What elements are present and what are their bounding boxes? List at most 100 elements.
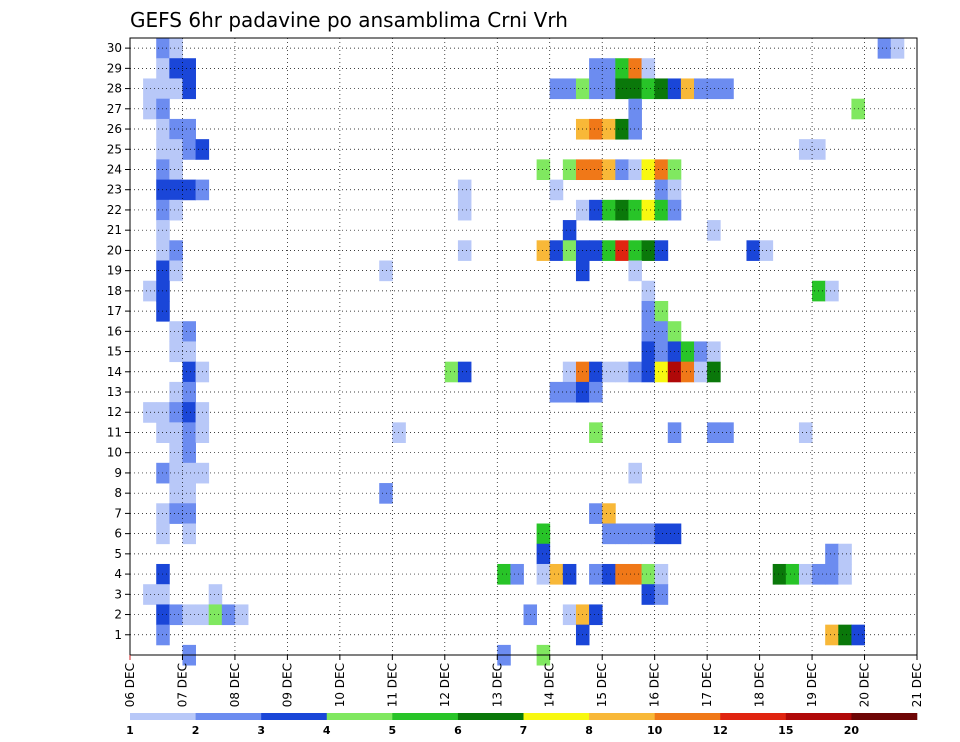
heatmap-cell (221, 604, 236, 626)
heatmap-cell (536, 563, 551, 585)
heatmap-cell (549, 78, 564, 100)
heatmap-cell (641, 300, 656, 322)
heatmap-cell (169, 321, 183, 342)
colorbar-label: 8 (585, 724, 593, 737)
heatmap-cell (838, 624, 852, 646)
heatmap-cell (457, 240, 472, 261)
heatmap-cell (169, 442, 183, 464)
heatmap-cell (169, 381, 183, 403)
heatmap-cell (720, 422, 734, 443)
heatmap-cell (169, 260, 183, 282)
heatmap-cell (182, 523, 196, 545)
heatmap-cell (602, 58, 616, 79)
y-tick-label: 24 (107, 162, 122, 176)
heatmap-cell (589, 563, 603, 585)
y-tick-label: 29 (107, 61, 122, 75)
heatmap-cell (169, 402, 183, 423)
heatmap-cell (654, 199, 669, 221)
heatmap-cell (208, 584, 223, 605)
heatmap-cell (825, 624, 839, 646)
heatmap-cell (602, 159, 616, 181)
heatmap-cell (536, 240, 551, 261)
heatmap-cell (536, 523, 551, 545)
heatmap-cell (825, 543, 839, 565)
y-tick-label: 22 (107, 203, 122, 217)
heatmap-cell (654, 563, 669, 585)
heatmap-cell (890, 38, 905, 59)
heatmap-cell (562, 604, 577, 626)
heatmap-cell (798, 563, 813, 585)
heatmap-cell (169, 118, 183, 140)
heatmap-cell (143, 78, 157, 100)
heatmap-cell (549, 240, 564, 261)
colorbar-swatch (720, 713, 787, 720)
heatmap-cell (457, 361, 472, 383)
y-tick-label: 20 (107, 243, 122, 257)
heatmap-cell (654, 361, 669, 383)
colorbar-label: 7 (520, 724, 528, 737)
heatmap-cell (562, 563, 577, 585)
heatmap-cell (392, 422, 406, 443)
heatmap-cell (641, 58, 656, 79)
heatmap-cell (602, 361, 616, 383)
heatmap-cell (143, 584, 157, 605)
heatmap-cell (549, 563, 564, 585)
heatmap-cell (680, 78, 695, 100)
heatmap-cell (208, 604, 223, 626)
heatmap-cell (182, 462, 196, 484)
heatmap-cell (589, 361, 603, 383)
heatmap-cell (182, 604, 196, 626)
heatmap-cell (169, 179, 183, 201)
heatmap-cell (602, 563, 616, 585)
colorbar-label: 1 (126, 724, 134, 737)
heatmap-cell (628, 563, 642, 585)
x-tick-label: 14 DEC (543, 663, 557, 707)
y-tick-label: 12 (107, 405, 122, 419)
heatmap-cell (589, 381, 603, 403)
heatmap-cell (628, 260, 642, 282)
heatmap-cell (589, 422, 603, 443)
heatmap-cell (877, 38, 892, 59)
heatmap-cell (589, 199, 603, 221)
colorbar-swatch (457, 713, 524, 720)
y-tick-label: 17 (107, 304, 122, 318)
heatmap-cell (602, 240, 616, 261)
heatmap-cell (707, 220, 721, 241)
heatmap-cell (562, 220, 577, 241)
heatmap-cell (182, 118, 196, 140)
heatmap-cell (182, 402, 196, 423)
heatmap-cell (379, 483, 393, 504)
heatmap-cell (707, 78, 721, 100)
heatmap-cell (707, 422, 721, 443)
x-tick-label: 10 DEC (333, 663, 347, 707)
y-tick-label: 18 (107, 284, 122, 298)
colorbar-swatch (261, 713, 328, 720)
x-tick-label: 16 DEC (648, 663, 662, 707)
heatmap-cell (628, 78, 642, 100)
heatmap-cell (589, 159, 603, 181)
colorbar-label: 3 (257, 724, 265, 737)
y-tick-label: 3 (114, 587, 122, 601)
heatmap-cell (182, 503, 196, 524)
colorbar-swatch (130, 713, 196, 720)
heatmap-cell (143, 280, 157, 302)
heatmap-cell (143, 98, 157, 120)
colorbar-label: 12 (713, 724, 728, 737)
heatmap-cell (169, 341, 183, 363)
heatmap-cell (182, 381, 196, 403)
heatmap-cell (169, 503, 183, 524)
x-tick-label: 15 DEC (595, 663, 609, 707)
y-tick-label: 4 (114, 567, 122, 581)
heatmap-cell (143, 402, 157, 423)
heatmap-cell (838, 563, 852, 585)
heatmap-cell (641, 361, 656, 383)
heatmap-cell (169, 199, 183, 221)
heatmap-cell (457, 179, 472, 201)
heatmap-cell (562, 159, 577, 181)
heatmap-cell (562, 361, 577, 383)
heatmap-cell (628, 462, 642, 484)
heatmap-cell (602, 199, 616, 221)
heatmap-cell (444, 361, 459, 383)
heatmap-cell (589, 503, 603, 524)
heatmap-cell (694, 78, 708, 100)
